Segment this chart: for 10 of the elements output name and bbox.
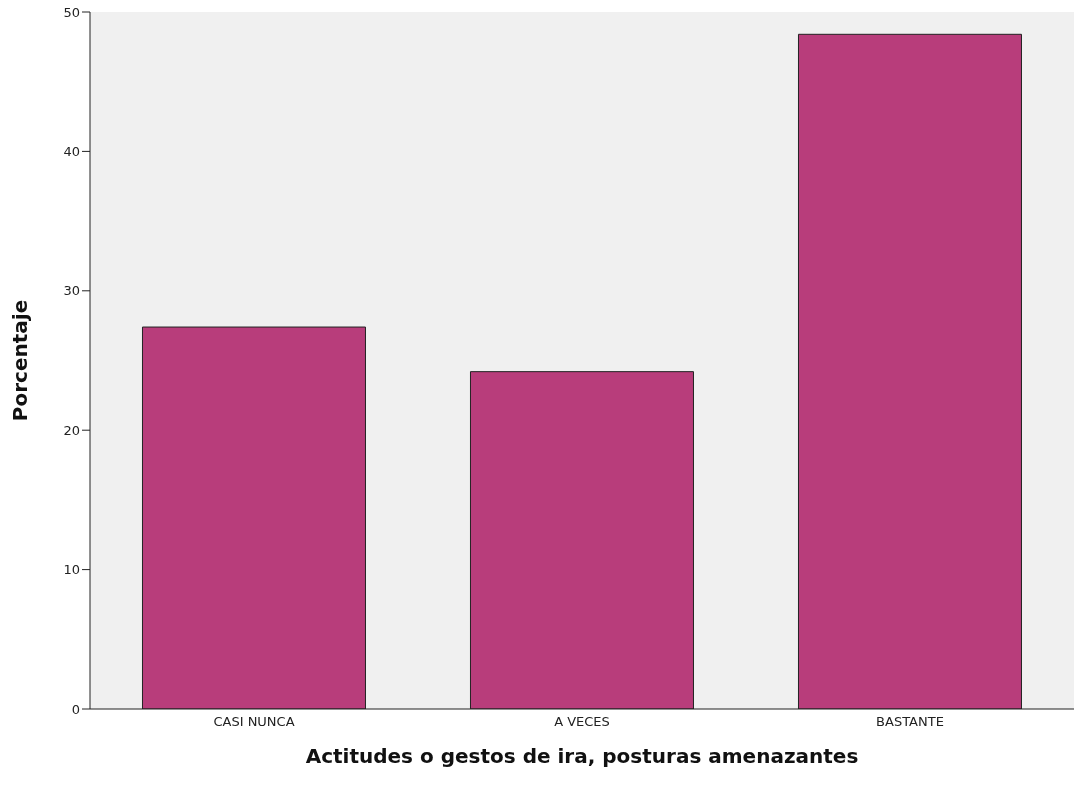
x-axis-title: Actitudes o gestos de ira, posturas amenazantes	[305, 744, 859, 768]
y-tick-label: 10	[63, 562, 80, 578]
y-tick-label: 30	[63, 283, 80, 299]
y-tick-label: 0	[71, 701, 80, 717]
y-axis-title: Porcentaje	[8, 299, 33, 422]
x-tick-label: BASTANTE	[876, 714, 944, 730]
x-tick-label: CASI NUNCA	[213, 714, 295, 730]
x-tick-label: A VECES	[554, 714, 610, 730]
y-tick-label: 40	[63, 144, 80, 160]
y-tick-label: 20	[63, 422, 80, 438]
